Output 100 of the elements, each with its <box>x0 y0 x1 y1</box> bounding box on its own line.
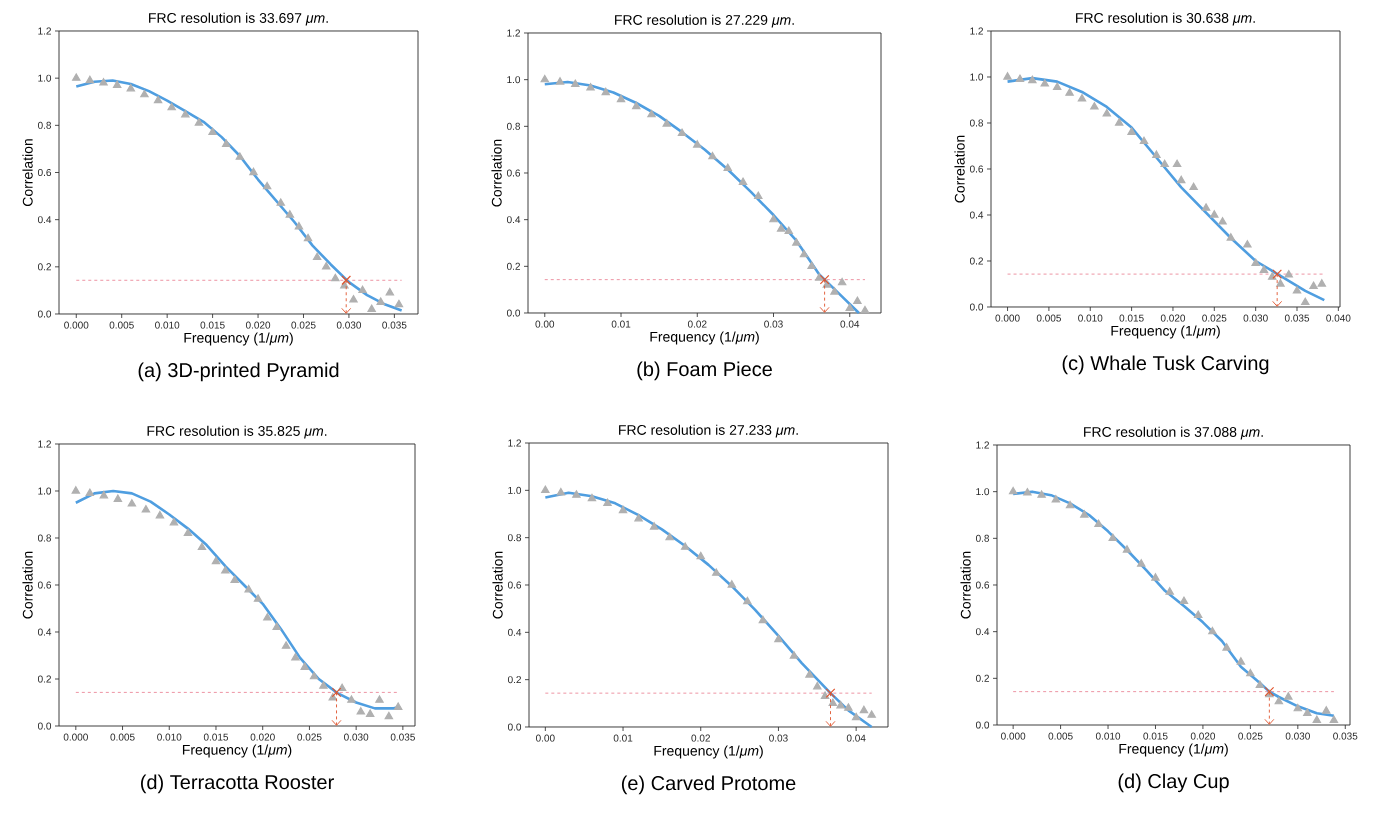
point <box>586 83 595 91</box>
point <box>1329 715 1339 724</box>
text: (d) Clay Cup <box>1118 773 1229 793</box>
point <box>1317 279 1327 287</box>
point <box>1080 510 1089 518</box>
text: (c) Whale Tusk Carving <box>1062 355 1269 375</box>
y-tick-label: 1.2 <box>507 29 520 37</box>
point <box>1193 610 1203 619</box>
point <box>211 556 221 565</box>
y-tick-label: 0.4 <box>37 628 52 636</box>
point <box>235 152 245 160</box>
point <box>696 551 705 560</box>
x-tick-label: 0.02 <box>687 320 707 328</box>
x-axis-title: Frequency (1/μm) <box>1119 743 1228 757</box>
point <box>1028 75 1037 84</box>
y-tick-label: 0.8 <box>975 534 990 542</box>
x-tick-label: 0.020 <box>1190 732 1216 740</box>
y-tick-label: 0.2 <box>37 263 51 271</box>
x-tick-label: 0.03 <box>769 734 788 742</box>
x-axis-title: Frequency (1/μm) <box>650 331 759 345</box>
point <box>167 102 176 111</box>
point <box>649 522 659 530</box>
point <box>571 79 580 88</box>
y-tick-label: 0.8 <box>37 121 52 129</box>
y-tick-label: 0.0 <box>507 723 522 731</box>
point <box>358 285 367 294</box>
point <box>155 510 165 519</box>
y-tick-label: 0.6 <box>975 581 990 589</box>
point <box>331 687 342 698</box>
x-axis-title: Frequency (1/μm) <box>1111 325 1220 339</box>
x-tick-label: 0.030 <box>1285 732 1310 740</box>
point <box>776 224 786 232</box>
point <box>1051 495 1061 503</box>
point <box>1090 102 1099 110</box>
point <box>1284 270 1293 278</box>
y-tick-label: 1.0 <box>970 73 984 81</box>
point <box>303 233 313 242</box>
point <box>127 499 137 507</box>
point <box>126 83 136 92</box>
point <box>153 95 163 104</box>
point <box>693 140 702 148</box>
point <box>540 74 550 83</box>
point <box>1108 533 1118 542</box>
point <box>792 238 801 246</box>
point <box>72 73 81 81</box>
x-tick-label: 0.010 <box>1095 732 1121 740</box>
point <box>113 494 123 502</box>
x-tick-label: 0.00 <box>535 320 555 328</box>
point <box>347 695 356 703</box>
point <box>1094 519 1103 528</box>
y-tick-label: 0.0 <box>506 309 521 317</box>
y-tick-label: 0.6 <box>507 581 522 589</box>
point <box>1208 626 1217 635</box>
point <box>632 101 641 110</box>
point <box>294 221 304 230</box>
x-tick-label: 0.005 <box>110 733 135 741</box>
point <box>769 214 778 223</box>
point <box>1102 109 1112 117</box>
x-axis-title: Frequency (1/μm) <box>182 744 292 758</box>
y-tick-label: 1.0 <box>507 76 521 84</box>
x-tick-label: 0.020 <box>1160 314 1186 322</box>
point <box>221 566 230 574</box>
point <box>309 671 319 680</box>
point <box>587 493 597 502</box>
point <box>813 681 822 690</box>
x-tick-label: 0.015 <box>200 321 225 329</box>
y-tick-label: 1.0 <box>38 74 52 82</box>
y-tick-label: 0.0 <box>969 303 984 311</box>
y-axis-title: Correlation <box>22 551 33 619</box>
y-tick-label: 1.2 <box>970 27 983 35</box>
point <box>222 139 231 147</box>
x-tick-label: 0.025 <box>291 321 316 329</box>
point <box>1114 118 1124 126</box>
text: (e) Carved Protome <box>621 775 796 795</box>
point <box>99 78 108 86</box>
point <box>784 226 793 235</box>
point <box>1040 79 1050 87</box>
point <box>1259 265 1269 273</box>
point <box>356 707 366 715</box>
point <box>312 252 322 261</box>
x-tick-label: 0.030 <box>1243 314 1268 322</box>
point <box>365 709 375 717</box>
x-tick-label: 0.030 <box>344 733 369 741</box>
point <box>541 485 550 494</box>
y-tick-label: 0.2 <box>975 674 989 682</box>
point <box>140 89 149 98</box>
point <box>1176 175 1186 184</box>
point <box>1312 715 1322 724</box>
y-tick-label: 1.2 <box>38 440 51 448</box>
point <box>830 287 839 295</box>
x-tick-label: 0.00 <box>535 734 555 742</box>
y-tick-label: 1.0 <box>38 487 52 495</box>
line-series <box>544 491 873 729</box>
point <box>1276 279 1285 287</box>
x-tick-label: 0.005 <box>1048 732 1073 740</box>
y-axis-title: Correlation <box>960 551 971 619</box>
x-tick-label: 0.01 <box>613 734 633 742</box>
point <box>85 75 95 84</box>
point <box>291 653 300 661</box>
point <box>349 295 358 303</box>
